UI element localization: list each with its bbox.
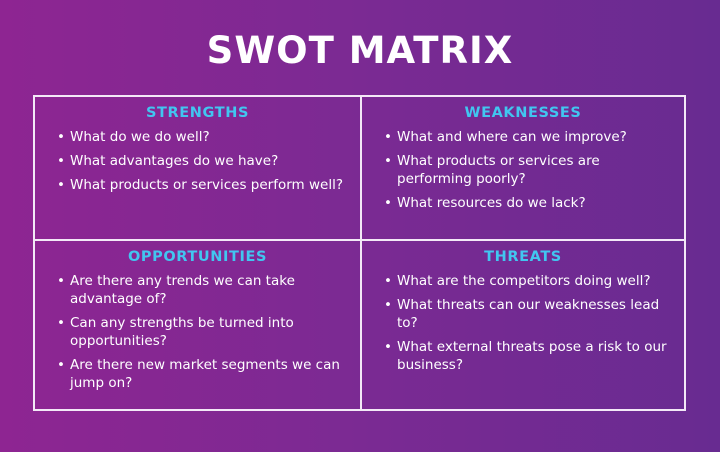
vertical-divider	[360, 97, 362, 409]
bullet-icon: •	[384, 153, 392, 169]
list-item: • Are there new market segments we can ju…	[57, 356, 350, 392]
list-item: • What and where can we improve?	[384, 128, 674, 146]
weaknesses-title: WEAKNESSES	[464, 105, 582, 121]
bullet-icon: •	[57, 273, 65, 289]
bullet-icon: •	[57, 357, 65, 373]
opportunities-list: • Are there any trends we can take advant…	[35, 272, 360, 392]
bullet-icon: •	[384, 273, 392, 289]
threats-quadrant: THREATS • What are the competitors doing …	[362, 241, 684, 409]
list-item-text: What advantages do we have?	[70, 153, 279, 169]
list-item: • What threats can our weaknesses lead to…	[384, 296, 674, 332]
list-item: • What products or services perform well?	[57, 176, 350, 194]
weaknesses-list: • What and where can we improve? • What pr…	[362, 128, 684, 212]
bullet-icon: •	[57, 177, 65, 193]
threats-title: THREATS	[484, 249, 562, 265]
weaknesses-quadrant: WEAKNESSES • What and where can we improv…	[362, 97, 684, 239]
list-item: • What do we do well?	[57, 128, 350, 146]
list-item: • What products or services are performin…	[384, 152, 674, 188]
opportunities-quadrant: OPPORTUNITIES • Are there any trends we c…	[35, 241, 360, 409]
horizontal-divider	[35, 239, 684, 241]
list-item-text: What external threats pose a risk to our…	[397, 339, 667, 373]
opportunities-title: OPPORTUNITIES	[127, 249, 268, 265]
strengths-list: • What do we do well? • What advantages do…	[35, 128, 360, 194]
list-item-text: Are there any trends we can take advanta…	[70, 273, 295, 307]
list-item-text: What threats can our weaknesses lead to?	[397, 297, 660, 331]
swot-matrix: STRENGTHS • What do we do well? • What adv…	[33, 95, 686, 411]
list-item: • What external threats pose a risk to ou…	[384, 338, 674, 374]
list-item: • What are the competitors doing well?	[384, 272, 674, 290]
bullet-icon: •	[384, 339, 392, 355]
list-item-text: Can any strengths be turned into opportu…	[70, 315, 294, 349]
strengths-title: STRENGTHS	[145, 105, 250, 121]
strengths-quadrant: STRENGTHS • What do we do well? • What adv…	[35, 97, 360, 239]
list-item: • Are there any trends we can take advant…	[57, 272, 350, 308]
threats-list: • What are the competitors doing well? • W…	[362, 272, 684, 374]
list-item-text: What products or services perform well?	[70, 177, 343, 193]
list-item-text: What and where can we improve?	[397, 129, 627, 145]
bullet-icon: •	[384, 195, 392, 211]
bullet-icon: •	[57, 315, 65, 331]
bullet-icon: •	[384, 129, 392, 145]
list-item: • Can any strengths be turned into opport…	[57, 314, 350, 350]
list-item-text: What do we do well?	[70, 129, 210, 145]
bullet-icon: •	[384, 297, 392, 313]
bullet-icon: •	[57, 129, 65, 145]
list-item: • What advantages do we have?	[57, 152, 350, 170]
list-item-text: What are the competitors doing well?	[397, 273, 651, 289]
page-title: SWOT MATRIX	[206, 29, 514, 72]
bullet-icon: •	[57, 153, 65, 169]
list-item-text: Are there new market segments we can jum…	[70, 357, 340, 391]
list-item: • What resources do we lack?	[384, 194, 674, 212]
list-item-text: What resources do we lack?	[397, 195, 586, 211]
list-item-text: What products or services are performing…	[397, 153, 600, 187]
